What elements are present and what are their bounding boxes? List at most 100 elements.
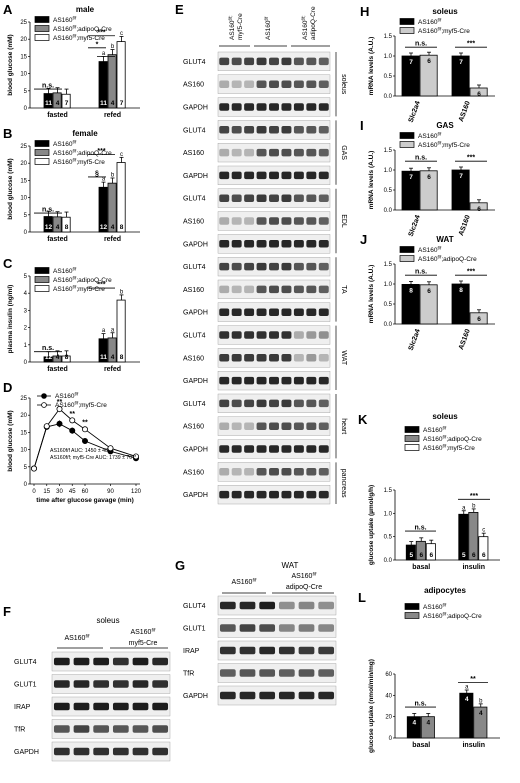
superscript: f/f bbox=[75, 392, 80, 397]
y-tick-label: 0 bbox=[389, 736, 393, 742]
x-tick-label: Slc2a4 bbox=[408, 100, 422, 123]
legend-swatch bbox=[34, 149, 50, 156]
legend-entry: AS160f/f;adipoQ-Cre bbox=[53, 149, 112, 157]
n-label: 8 bbox=[409, 287, 413, 294]
blot-band bbox=[53, 657, 70, 666]
n-label: 12 bbox=[100, 224, 108, 231]
x-tick-label: Slc2a4 bbox=[408, 214, 422, 237]
text-run: AS160 bbox=[418, 28, 438, 35]
blot-band bbox=[219, 308, 230, 316]
data-point bbox=[82, 437, 89, 444]
blot-band bbox=[281, 194, 292, 202]
bar bbox=[52, 355, 62, 363]
bar bbox=[43, 93, 53, 109]
blot-band bbox=[298, 691, 315, 700]
blot-band bbox=[306, 490, 317, 499]
y-tick-label: 0.5 bbox=[384, 188, 393, 194]
legend-swatch bbox=[404, 435, 420, 442]
bar bbox=[116, 299, 126, 363]
y-tick-label: 10 bbox=[20, 448, 27, 454]
blot-band bbox=[112, 747, 129, 756]
text-run: ;myf5-Cre bbox=[441, 28, 470, 35]
text-run: ;myf5-Cre bbox=[76, 159, 105, 166]
x-tick-label: refed bbox=[104, 112, 121, 119]
column-header-line2: myf5-Cre bbox=[237, 13, 244, 40]
panel-letter-h: H bbox=[360, 4, 369, 19]
bar bbox=[419, 54, 438, 97]
blot-band bbox=[244, 126, 255, 134]
n-label: 11 bbox=[45, 100, 52, 107]
text-run: AS160 bbox=[53, 268, 73, 275]
blot-band bbox=[318, 376, 329, 385]
blot-band bbox=[293, 171, 304, 180]
blot-band bbox=[256, 399, 267, 408]
legend-entry: AS160f/f;myf5-Cre bbox=[418, 141, 470, 149]
blot-band bbox=[318, 217, 329, 225]
blot-band bbox=[306, 171, 317, 180]
blot-band bbox=[256, 80, 267, 88]
y-axis-title: blood glucose (mM) bbox=[7, 158, 14, 219]
blot-band bbox=[269, 103, 279, 111]
legend-swatch bbox=[399, 132, 415, 139]
blot-band bbox=[244, 331, 255, 339]
blot-band bbox=[306, 399, 317, 408]
blot-band bbox=[231, 80, 242, 88]
blot-row-label: GLUT4 bbox=[183, 333, 206, 340]
blot-band bbox=[318, 646, 335, 655]
blot-band bbox=[112, 657, 129, 666]
y-tick-label: 25 bbox=[20, 20, 27, 26]
blot-band bbox=[219, 171, 230, 180]
sig-label: n.s. bbox=[415, 41, 427, 48]
blot-band bbox=[219, 691, 236, 700]
n-label: 4 bbox=[56, 224, 60, 231]
blot-band bbox=[269, 354, 279, 362]
blot-strip bbox=[217, 640, 337, 661]
blot-band bbox=[306, 468, 317, 476]
legend-swatch bbox=[399, 255, 415, 262]
legend-swatch bbox=[399, 246, 415, 253]
legend-entry: AS160f/f bbox=[423, 426, 447, 434]
bar bbox=[116, 41, 126, 109]
legend-entry: AS160f/f;myf5-Cre bbox=[423, 444, 475, 452]
blot-band bbox=[306, 57, 317, 66]
blot-band bbox=[293, 445, 304, 453]
legend-swatch bbox=[34, 285, 50, 292]
column-header: AS160f/f bbox=[64, 634, 90, 642]
blot-band bbox=[293, 285, 304, 294]
y-tick-label: 1.0 bbox=[384, 168, 393, 174]
blot-band bbox=[281, 354, 292, 362]
letter-label: a bbox=[465, 685, 469, 691]
blot-band bbox=[318, 126, 329, 134]
text-run: AS160 bbox=[418, 247, 438, 254]
legend-entry: AS160f/f;adipoQ-Cre bbox=[418, 255, 477, 263]
x-tick-label: 120 bbox=[131, 489, 142, 495]
blot-band bbox=[132, 680, 149, 688]
blot-band bbox=[269, 171, 279, 180]
blot-band bbox=[318, 399, 329, 408]
blot-band bbox=[219, 601, 236, 610]
panel-letter-e: E bbox=[175, 2, 184, 17]
blot-band bbox=[231, 468, 242, 476]
legend-swatch bbox=[34, 276, 50, 283]
blot-band bbox=[231, 308, 242, 316]
sig-label: n.s. bbox=[42, 207, 54, 214]
bar bbox=[107, 182, 117, 233]
y-tick-label: 1 bbox=[24, 343, 28, 349]
blot-band bbox=[298, 646, 315, 655]
blot-band bbox=[93, 680, 110, 688]
bar bbox=[52, 216, 62, 233]
blot-band bbox=[278, 646, 295, 655]
superscript: f/f bbox=[73, 267, 78, 272]
superscript: f/f bbox=[75, 401, 80, 406]
blot-band bbox=[256, 194, 267, 202]
y-tick-label: 1.5 bbox=[384, 262, 393, 268]
legend-swatch bbox=[399, 141, 415, 148]
bar bbox=[451, 55, 470, 97]
blot-band bbox=[306, 262, 317, 271]
blot-band bbox=[93, 747, 110, 756]
text-run: AS160 bbox=[291, 573, 312, 580]
sig-label: * bbox=[96, 41, 99, 48]
chart-title: male bbox=[76, 5, 95, 14]
blot-band bbox=[256, 126, 267, 134]
text-run: ;adipoQ-Cre bbox=[76, 277, 112, 284]
